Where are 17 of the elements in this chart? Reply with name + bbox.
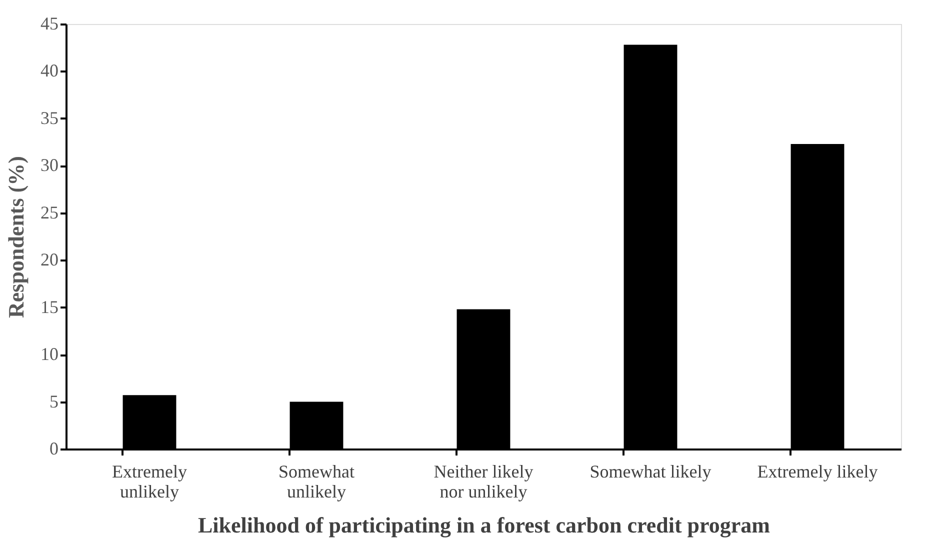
y-tick-label: 40 (40, 60, 58, 81)
y-tick-label: 5 (50, 391, 58, 412)
y-tick-label: 10 (40, 344, 58, 364)
y-tick-label: 15 (40, 296, 58, 317)
x-axis-title: Likelihood of participating in a forest carbon credit program (198, 512, 770, 538)
x-tick-label: Neither likely nor unlikely (434, 462, 534, 502)
y-tick-label: 20 (40, 250, 58, 270)
y-tick-label: 35 (40, 108, 58, 128)
y-tick-label: 45 (40, 14, 58, 34)
y-tick-label: 25 (40, 202, 58, 222)
y-axis-title: Respondents (%) (4, 156, 28, 318)
y-tick-label: 0 (50, 438, 58, 458)
x-tick-label: Extremely unlikely (112, 462, 187, 502)
x-tick-label: Somewhat unlikely (278, 462, 354, 502)
y-tick-label: 30 (40, 155, 58, 176)
x-tick-label: Extremely likely (757, 462, 878, 482)
x-tick-label: Somewhat likely (590, 462, 712, 482)
